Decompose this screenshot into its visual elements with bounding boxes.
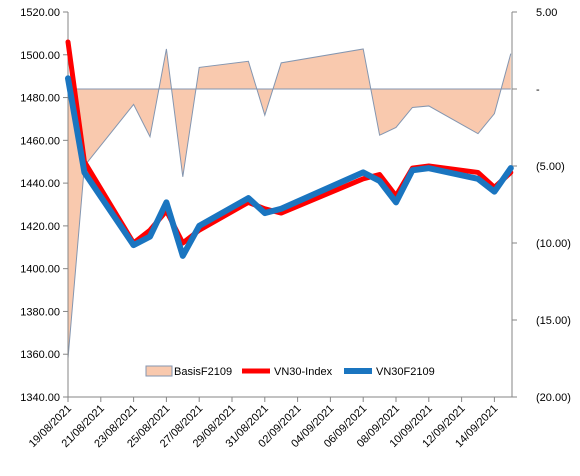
left-tick-label: 1440.00 [20,178,60,190]
right-tick-label: - [536,84,540,96]
legend: BasisF2109 VN30-Index VN30F2109 [145,365,435,378]
basis-area-fill [68,48,511,359]
legend-swatch-basis [145,365,173,377]
left-tick-label: 1380.00 [20,306,60,318]
legend-label-vn30f2109: VN30F2109 [376,366,435,378]
left-tick-label: 1520.00 [20,7,60,19]
left-tick-label: 1460.00 [20,135,60,147]
left-tick-label: 1480.00 [20,93,60,105]
lines-layer [65,39,514,259]
right-tick-label: (10.00) [536,238,571,250]
left-tick-label: 1500.00 [20,50,60,62]
right-tick-label: (15.00) [536,315,571,327]
left-tick-label: 1400.00 [20,264,60,276]
left-tick-label: 1340.00 [20,392,60,404]
right-tick-label: (20.00) [536,392,571,404]
right-tick-label: 5.00 [536,7,557,19]
left-tick-label: 1420.00 [20,221,60,233]
right-tick-label: (5.00) [536,161,565,173]
left-tick-label: 1360.00 [20,349,60,361]
ticks-layer: 1340.00 1360.00 1380.00 1400.00 1420.00 1440.… [20,7,571,450]
vn30f2109-line [65,75,514,259]
basis-area-layer [67,48,512,359]
legend-label-basis: BasisF2109 [174,366,232,378]
legend-label-vn30-index: VN30-Index [274,366,333,378]
